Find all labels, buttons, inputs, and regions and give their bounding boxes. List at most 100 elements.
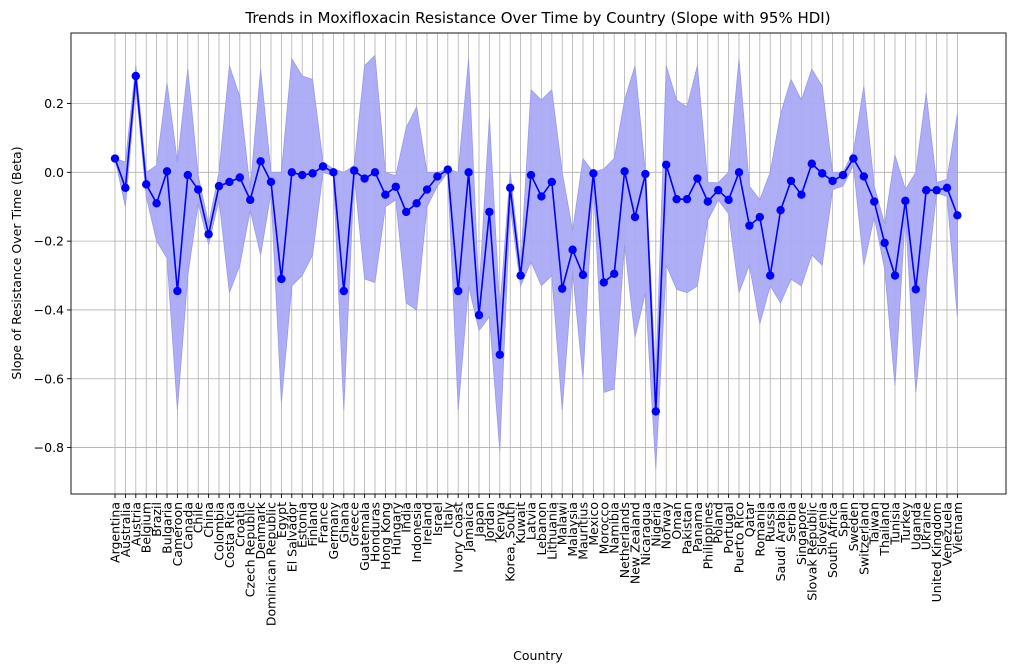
x-tick-label: Latvia bbox=[524, 502, 539, 540]
x-tick-label: Singapore bbox=[794, 502, 809, 565]
x-tick-label: New Zealand bbox=[628, 502, 643, 584]
x-tick-label: Korea, South bbox=[503, 502, 518, 582]
data-point bbox=[890, 271, 900, 280]
data-point bbox=[287, 168, 296, 177]
data-point bbox=[256, 157, 265, 166]
data-point bbox=[766, 271, 775, 280]
data-point bbox=[485, 207, 494, 217]
y-axis-label: Slope of Resistance Over Time (Beta) bbox=[9, 146, 24, 379]
x-tick-label: Belgium bbox=[139, 502, 154, 553]
data-point bbox=[682, 194, 692, 204]
x-tick-label: India bbox=[399, 502, 414, 533]
data-point bbox=[714, 186, 723, 195]
data-point bbox=[454, 286, 463, 296]
data-point bbox=[235, 173, 244, 182]
data-point bbox=[412, 199, 421, 208]
x-tick-label: Poland bbox=[711, 502, 726, 544]
x-tick-label: Mauritius bbox=[576, 502, 591, 560]
x-tick-label: Puerto Rico bbox=[732, 502, 747, 573]
x-tick-label: Ghana bbox=[336, 502, 351, 543]
x-tick-label: Panama bbox=[690, 502, 705, 552]
data-point bbox=[662, 160, 671, 169]
x-tick-label: Slovenia bbox=[815, 502, 830, 555]
chart-title: Trends in Moxifloxacin Resistance Over T… bbox=[244, 9, 830, 27]
data-point bbox=[443, 165, 452, 174]
data-point bbox=[152, 199, 161, 208]
x-tick-label: Switzerland bbox=[856, 502, 871, 575]
x-tick-label: Slovak Republic bbox=[804, 502, 819, 601]
data-point bbox=[526, 170, 536, 180]
data-point bbox=[807, 159, 816, 168]
x-tick-label: Malaysia bbox=[565, 502, 580, 557]
x-tick-label: Russia bbox=[763, 502, 778, 542]
data-point bbox=[620, 167, 629, 176]
data-point bbox=[776, 205, 785, 215]
data-point bbox=[121, 183, 130, 193]
data-point bbox=[693, 174, 702, 183]
x-tick-label: Tunisia bbox=[888, 502, 903, 546]
data-point bbox=[381, 190, 390, 199]
x-tick-label: China bbox=[201, 502, 216, 538]
data-point bbox=[183, 170, 192, 180]
data-point bbox=[724, 195, 733, 205]
data-point bbox=[838, 170, 848, 180]
x-tick-label: Costa Rica bbox=[222, 502, 237, 568]
x-tick-label: Venezuela bbox=[940, 502, 955, 566]
data-point bbox=[266, 177, 276, 187]
plot-frame bbox=[70, 32, 1007, 495]
x-tick-label: Mexico bbox=[586, 502, 601, 546]
x-tick-label: Australia bbox=[118, 502, 133, 557]
data-point bbox=[818, 169, 827, 178]
x-tick-label: Pakistan bbox=[680, 502, 695, 554]
data-point bbox=[329, 168, 338, 177]
data-point bbox=[370, 168, 380, 177]
data-point bbox=[932, 186, 941, 195]
x-tick-label: Jordan bbox=[482, 502, 497, 543]
data-point bbox=[942, 183, 952, 193]
data-point bbox=[651, 407, 660, 416]
x-tick-label: Bulgaria bbox=[160, 502, 175, 554]
x-tick-label: Israel bbox=[430, 502, 445, 536]
data-point bbox=[547, 177, 556, 187]
y-tick-label: −0.2 bbox=[34, 234, 64, 249]
y-tick-label: −0.6 bbox=[34, 371, 64, 386]
x-tick-label: Nicaragua bbox=[638, 502, 653, 566]
x-axis: ArgentinaAustraliaAustriaBelgiumBrazilBu… bbox=[108, 494, 965, 626]
x-tick-label: Argentina bbox=[108, 502, 123, 563]
x-tick-label: Lebanon bbox=[534, 502, 549, 556]
x-tick-label: Philippines bbox=[700, 502, 715, 569]
data-point bbox=[901, 196, 910, 206]
x-tick-label: Serbia bbox=[784, 502, 799, 542]
x-tick-label: Nigeria bbox=[648, 502, 663, 547]
x-axis-label: Country bbox=[513, 648, 563, 663]
data-point bbox=[672, 194, 681, 204]
data-point bbox=[599, 278, 608, 287]
x-tick-label: Sweden bbox=[846, 502, 861, 551]
x-tick-label: Morocco bbox=[596, 502, 611, 554]
data-point bbox=[786, 176, 796, 186]
data-point bbox=[558, 284, 567, 293]
data-point bbox=[422, 185, 432, 194]
x-tick-label: Vietnam bbox=[950, 502, 965, 554]
data-point bbox=[922, 186, 931, 195]
x-tick-label: Uganda bbox=[908, 502, 923, 550]
hdi-band bbox=[114, 54, 958, 469]
x-tick-label: Honduras bbox=[368, 502, 383, 562]
y-tick-label: 0.0 bbox=[44, 165, 64, 180]
data-point bbox=[474, 310, 484, 320]
data-point bbox=[755, 212, 764, 222]
data-point bbox=[568, 245, 577, 254]
data-point bbox=[194, 185, 203, 194]
x-tick-label: Cameroon bbox=[170, 502, 185, 566]
x-tick-label: Colombia bbox=[212, 502, 227, 561]
data-point bbox=[610, 269, 619, 279]
x-tick-label: Qatar bbox=[742, 501, 757, 537]
data-point bbox=[246, 195, 255, 205]
x-tick-label: Guatemala bbox=[357, 502, 372, 571]
x-tick-label: South Africa bbox=[825, 502, 840, 578]
x-tick-label: Ivory Coast bbox=[451, 502, 466, 573]
data-point bbox=[339, 286, 348, 296]
data-point bbox=[630, 212, 640, 222]
x-tick-label: Indonesia bbox=[409, 502, 424, 562]
